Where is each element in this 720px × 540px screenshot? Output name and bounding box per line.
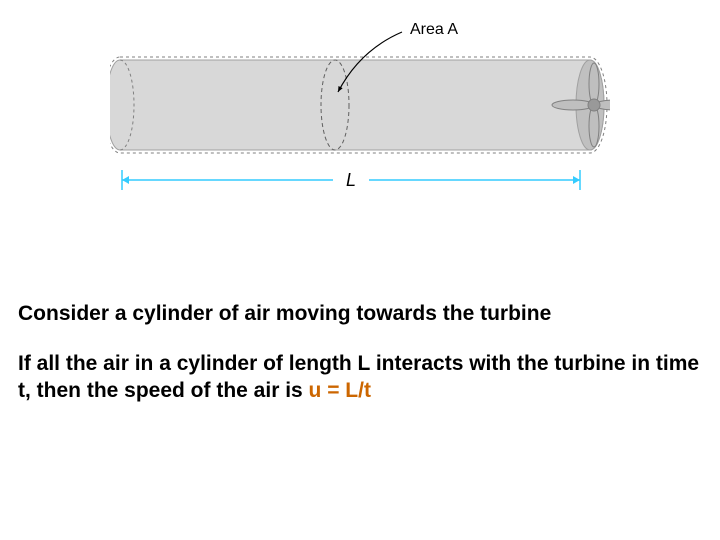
dim-arrowhead [573,176,580,184]
dim-arrowhead [122,176,129,184]
diagram-svg: Area A L [110,20,610,220]
area-a-label: Area A [410,21,458,38]
cylinder-diagram: Area A L [110,20,610,220]
formula-u-equals-L-over-t: u = L/t [309,379,371,402]
cylinder-body [110,60,604,150]
dim-label-L: L [346,170,356,190]
slide: Area A L Consider a cylinder of air movin… [0,0,720,540]
para-speed-derivation: If all the air in a cylinder of length L… [18,350,702,405]
para-cylinder-intro: Consider a cylinder of air moving toward… [18,300,702,327]
